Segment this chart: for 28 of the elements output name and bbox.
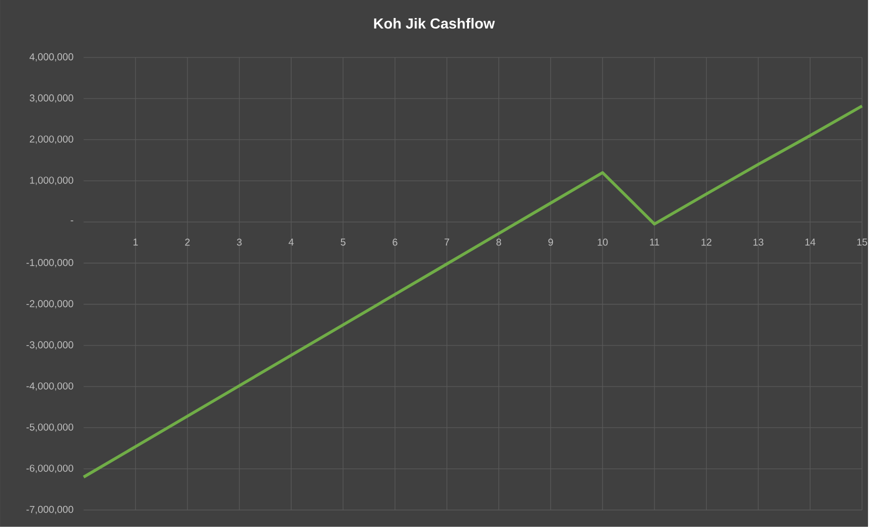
x-tick-label: 8 — [496, 238, 502, 246]
x-tick-label: 4 — [288, 238, 294, 246]
x-tick-label: 12 — [702, 238, 712, 246]
x-tick-label: 5 — [340, 238, 346, 246]
x-tick-label: 6 — [392, 238, 398, 246]
y-tick-label: -4,000,000 — [26, 382, 74, 391]
x-tick-label: 11 — [650, 238, 660, 246]
x-tick-label: 14 — [805, 238, 816, 246]
x-tick-label: 9 — [548, 238, 553, 246]
y-tick-label: 1,000,000 — [30, 176, 74, 185]
y-tick-label: -6,000,000 — [26, 464, 74, 473]
y-tick-label: -5,000,000 — [26, 424, 74, 432]
x-tick-label: 13 — [753, 238, 764, 246]
x-tick-label: 10 — [598, 238, 608, 246]
y-tick-label: 2,000,000 — [30, 136, 74, 144]
x-tick-label: 1 — [134, 238, 138, 246]
x-tick-label: 2 — [185, 238, 190, 246]
y-tick-label: -3,000,000 — [26, 341, 74, 350]
y-tick-label: 3,000,000 — [30, 94, 74, 103]
y-tick-label: -7,000,000 — [26, 506, 74, 514]
chart-title: Koh Jik Cashflow — [374, 18, 495, 29]
y-tick-label: -1,000,000 — [26, 259, 74, 268]
x-tick-label: 15 — [857, 238, 868, 246]
y-tick-label: -2,000,000 — [26, 300, 74, 308]
y-tick-label: - — [70, 220, 74, 222]
x-tick-label: 3 — [236, 238, 242, 246]
x-tick-label: 7 — [444, 238, 450, 246]
y-tick-label: 4,000,000 — [30, 53, 74, 62]
